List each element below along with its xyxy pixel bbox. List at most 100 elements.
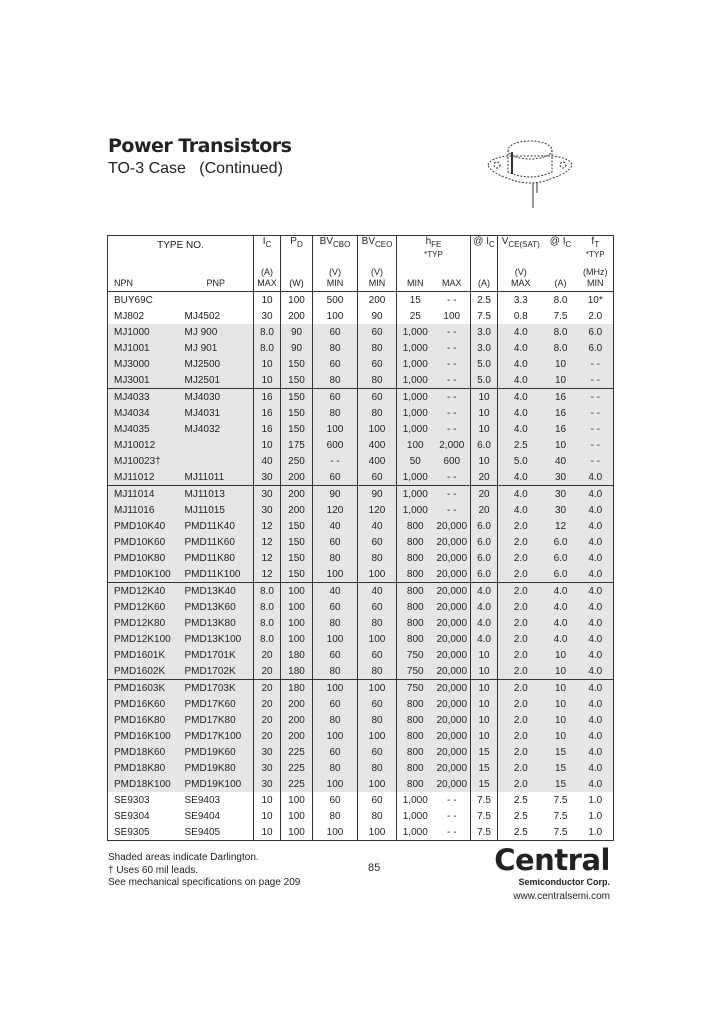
footnote-leads: † Uses 60 mil leads. xyxy=(108,864,199,876)
spec-value: 90 xyxy=(357,308,397,324)
spec-value: 16 xyxy=(543,388,578,405)
spec-value: 10 xyxy=(470,453,498,469)
spec-value: 20,000 xyxy=(433,712,471,728)
spec-value: 2.0 xyxy=(497,582,544,599)
spec-value: 1,000 xyxy=(396,388,434,405)
table-row: PMD10K60 PMD11K60 12 150 60 60 800 20,000 6.0 2.0… xyxy=(107,534,614,550)
table-row: MJ11014 MJ11013 30 200 90 90 1,000- -20 4.0 30 4.… xyxy=(107,485,614,502)
spec-value: 4.0 xyxy=(497,388,544,405)
spec-value: - - xyxy=(433,405,471,421)
spec-value: 1,000 xyxy=(396,405,434,421)
unit-header: MAX xyxy=(442,278,462,288)
spec-value: 12 xyxy=(253,518,281,534)
spec-value: 10 xyxy=(543,356,578,372)
spec-value: 20,000 xyxy=(433,728,471,744)
spec-value: 6.0 xyxy=(543,566,578,583)
spec-value: 100 xyxy=(280,631,313,647)
spec-value: 60 xyxy=(312,696,358,712)
spec-value: 2.0 xyxy=(588,310,603,322)
unit-header: (A) MAX xyxy=(253,265,281,292)
spec-value: 100 xyxy=(280,599,313,615)
spec-value: 20,000 xyxy=(433,615,471,631)
pnp-part: PMD19K60 xyxy=(178,744,254,760)
npn-part: PMD1602K xyxy=(107,663,179,680)
spec-value: 6.0 xyxy=(543,550,578,566)
spec-value: 15 xyxy=(470,760,498,776)
type-no-header: TYPE NO. xyxy=(157,240,204,251)
spec-value: 10 xyxy=(253,372,281,389)
spec-value: 2.5 xyxy=(497,824,544,841)
spec-value: 1,000 xyxy=(396,340,434,356)
pnp-part: PMD1703K xyxy=(178,679,254,696)
spec-value: 80 xyxy=(357,372,397,389)
spec-value: 12 xyxy=(253,550,281,566)
npn-part: MJ802 xyxy=(114,310,145,322)
spec-value: 80 xyxy=(357,808,397,824)
npn-part: MJ1000 xyxy=(107,324,179,340)
spec-value: 4.0 xyxy=(543,582,578,599)
table-row: PMD10K80 PMD11K80 12 150 80 80 800 20,000 6.0 2.0… xyxy=(107,550,614,566)
spec-value: 100 xyxy=(357,679,397,696)
spec-value: - - xyxy=(577,453,614,469)
pnp-part: PMD17K80 xyxy=(178,712,254,728)
spec-value: - - xyxy=(433,372,471,389)
npn-part: MJ11016 xyxy=(107,502,179,518)
unit-header: (V) MIN xyxy=(312,265,358,292)
spec-value: 100 xyxy=(312,308,358,324)
spec-value: 100 xyxy=(312,679,358,696)
spec-value: 16 xyxy=(253,405,281,421)
spec-value: 2.0 xyxy=(497,728,544,744)
pnp-part: MJ11011 xyxy=(178,469,254,486)
ic-header: IC xyxy=(253,235,281,266)
spec-value: 4.0 xyxy=(497,405,544,421)
spec-value: 7.5 xyxy=(553,810,568,822)
pnp-part: MJ 900 xyxy=(178,324,254,340)
table-row: PMD12K60 PMD13K60 8.0 100 60 60 800 20,000 4.0 2.… xyxy=(107,599,614,615)
spec-value: 7.5 xyxy=(470,824,498,841)
pnp-part: SE9403 xyxy=(184,794,221,806)
spec-value: 120 xyxy=(357,502,397,518)
table-row: MJ11016 MJ11015 30 200 120 120 1,000- -20 4.0 30… xyxy=(107,502,614,518)
spec-value: 5.0 xyxy=(497,453,544,469)
spec-value: 60 xyxy=(357,356,397,372)
table-row: MJ802 MJ4502 30 200 100 90 25 100 7.5 0.8 7.5 2.0 xyxy=(108,308,614,324)
unit-header: (MHz) MIN xyxy=(583,267,608,288)
spec-value: 30 xyxy=(253,485,281,502)
page-title: Power Transistors xyxy=(108,135,292,157)
pnp-part: MJ11015 xyxy=(178,502,254,518)
pnp-part: PMD17K100 xyxy=(178,728,254,744)
at-ic-header: @ IC xyxy=(470,235,498,266)
spec-value: 10 xyxy=(470,405,498,421)
spec-value: 30 xyxy=(253,469,281,486)
pnp-part: PMD17K60 xyxy=(178,696,254,712)
spec-value: 600 xyxy=(312,437,358,453)
spec-value: 10 xyxy=(543,712,578,728)
spec-value: 20,000 xyxy=(433,696,471,712)
npn-part: PMD18K60 xyxy=(107,744,179,760)
spec-value: 1,000 xyxy=(396,324,434,340)
spec-value: 30 xyxy=(253,308,281,324)
spec-value: - - xyxy=(447,810,457,822)
spec-value: 2.5 xyxy=(497,437,544,453)
logo-text: Central xyxy=(494,843,610,877)
spec-value: 180 xyxy=(280,663,313,680)
spec-value: 5.0 xyxy=(470,356,498,372)
spec-value: 2.0 xyxy=(497,760,544,776)
table-row: MJ4035 MJ4032 16 150 100 100 1,000- -10 4.0 16- … xyxy=(107,421,614,437)
npn-part: PMD10K60 xyxy=(107,534,179,550)
spec-value: 100 xyxy=(280,615,313,631)
spec-value: 150 xyxy=(280,356,313,372)
spec-value: 40 xyxy=(253,453,281,469)
spec-value: 200 xyxy=(280,696,313,712)
spec-value: 80 xyxy=(357,340,397,356)
spec-value: 6.0 xyxy=(470,518,498,534)
spec-value: 20,000 xyxy=(433,599,471,615)
spec-value: 2.0 xyxy=(497,615,544,631)
spec-value: - - xyxy=(433,421,471,437)
spec-value: 60 xyxy=(357,599,397,615)
spec-value: 80 xyxy=(312,663,358,680)
footnotes: Shaded areas indicate Darlington. † Uses… xyxy=(108,852,300,890)
spec-value: 25 xyxy=(396,308,434,324)
table-row: MJ10023† 40 250- -400 50 600 10 5.0 40- - xyxy=(107,453,614,469)
spec-value: 225 xyxy=(280,776,313,792)
